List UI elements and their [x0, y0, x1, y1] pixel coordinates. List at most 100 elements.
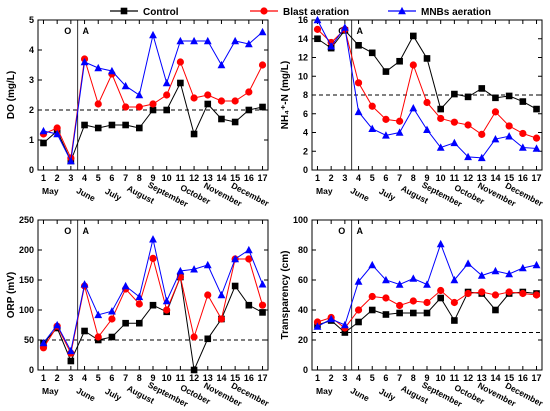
x-tick-label: 11 — [450, 173, 460, 183]
data-point-0 — [122, 121, 129, 129]
x-tick-label: 8 — [411, 173, 416, 183]
phase-label-a: A — [82, 26, 89, 36]
data-point-2 — [162, 296, 171, 305]
series-line-0 — [317, 29, 537, 111]
data-point-2 — [518, 143, 527, 151]
data-point-2 — [464, 259, 472, 267]
data-point-2 — [94, 63, 103, 72]
x-tick-label: 11 — [176, 173, 186, 183]
month-label: July — [377, 186, 397, 203]
data-point-1 — [423, 298, 431, 307]
data-point-1 — [176, 58, 184, 66]
legend-label-0: Control — [143, 7, 179, 18]
x-tick-label: 10 — [436, 373, 446, 383]
data-point-2 — [340, 23, 349, 31]
data-point-1 — [519, 289, 527, 298]
data-point-0 — [231, 282, 239, 290]
data-point-1 — [231, 97, 239, 105]
y-tick-label: 16 — [298, 15, 308, 25]
data-point-2 — [231, 254, 240, 263]
x-tick-label: 1 — [315, 373, 320, 383]
x-tick-label: 9 — [424, 373, 429, 383]
phase-label-o: O — [64, 226, 71, 236]
data-point-2 — [80, 57, 89, 66]
x-tick-label: 10 — [162, 373, 172, 383]
x-tick-label: 13 — [477, 373, 487, 383]
data-point-1 — [450, 298, 458, 307]
x-tick-label: 1 — [41, 173, 46, 183]
data-point-2 — [491, 134, 500, 143]
legend-marker-2 — [398, 6, 406, 15]
data-point-2 — [244, 39, 253, 48]
data-point-1 — [245, 255, 253, 263]
data-point-2 — [66, 156, 75, 165]
x-tick-label: 2 — [55, 373, 60, 383]
data-point-1 — [491, 108, 500, 116]
month-label: May — [316, 186, 333, 196]
x-tick-label: 13 — [477, 173, 487, 183]
data-point-0 — [423, 55, 431, 62]
y-axis-label: Transparency (cm) — [280, 251, 291, 340]
data-point-1 — [368, 292, 376, 301]
y-tick-label: 60 — [298, 275, 308, 285]
x-tick-label: 1 — [41, 373, 46, 383]
y-tick-label: 0 — [303, 365, 308, 375]
data-point-1 — [478, 288, 486, 296]
x-tick-label: 14 — [490, 173, 500, 183]
series-line-2 — [43, 31, 263, 163]
month-label: May — [316, 386, 333, 396]
x-tick-label: 13 — [203, 373, 213, 383]
data-point-0 — [368, 306, 376, 314]
month-label: June — [75, 185, 97, 203]
data-point-0 — [245, 301, 253, 309]
legend-label-1: Blast aeration — [283, 7, 349, 18]
data-point-0 — [396, 57, 403, 65]
x-tick-label: 6 — [109, 373, 114, 383]
y-tick-label: 1 — [29, 135, 34, 145]
data-point-2 — [518, 263, 527, 272]
x-tick-label: 6 — [383, 173, 388, 183]
data-point-0 — [505, 92, 513, 100]
data-point-1 — [217, 97, 226, 105]
data-point-0 — [355, 42, 362, 49]
data-point-1 — [163, 306, 171, 314]
x-tick-label: 8 — [137, 373, 142, 383]
data-point-2 — [477, 271, 486, 279]
data-point-2 — [121, 281, 130, 290]
y-tick-label: 40 — [298, 305, 308, 315]
x-tick-label: 17 — [532, 373, 542, 383]
data-point-2 — [368, 260, 377, 269]
y-tick-label: 5 — [29, 15, 34, 25]
y-tick-label: 14 — [298, 34, 308, 44]
data-point-2 — [423, 125, 431, 133]
month-label: July — [103, 186, 123, 203]
data-point-0 — [218, 115, 225, 123]
data-point-0 — [478, 85, 486, 92]
data-point-2 — [436, 143, 445, 151]
data-point-2 — [176, 266, 185, 275]
x-tick-label: 14 — [216, 373, 226, 383]
data-point-2 — [121, 81, 130, 90]
x-tick-label: 15 — [504, 373, 514, 383]
series-line-2 — [317, 19, 537, 159]
data-point-2 — [217, 60, 226, 69]
data-point-2 — [39, 126, 48, 135]
data-point-0 — [382, 68, 390, 75]
y-tick-label: 2 — [29, 105, 34, 115]
x-tick-label: 3 — [342, 373, 347, 383]
month-label: June — [349, 185, 371, 203]
data-point-2 — [53, 320, 62, 329]
phase-label-o: O — [338, 226, 345, 236]
data-point-0 — [464, 93, 472, 101]
x-tick-label: 15 — [230, 373, 240, 383]
x-tick-label: 8 — [137, 173, 142, 183]
data-point-1 — [204, 291, 212, 299]
y-tick-label: 3 — [29, 75, 34, 85]
y-tick-label: 0 — [29, 365, 34, 375]
data-point-2 — [203, 260, 212, 269]
x-tick-label: 14 — [216, 173, 226, 183]
data-point-0 — [396, 309, 403, 317]
data-point-2 — [477, 153, 486, 162]
data-point-1 — [94, 333, 102, 341]
